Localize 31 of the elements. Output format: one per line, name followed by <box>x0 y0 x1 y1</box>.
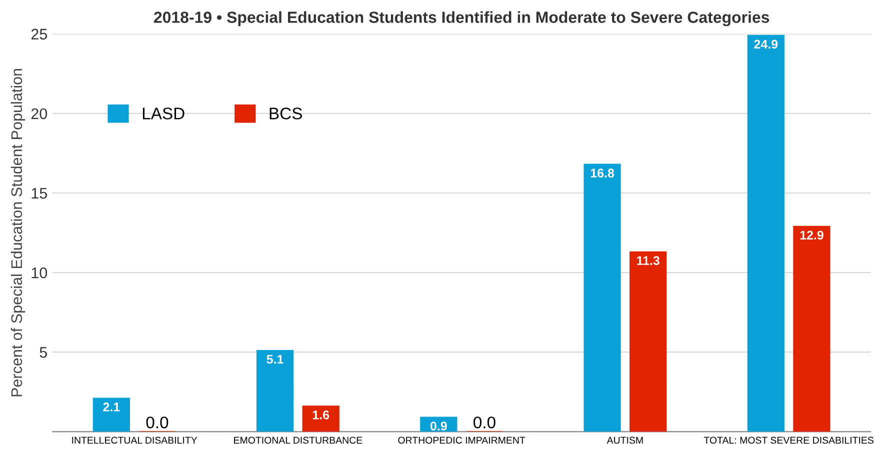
x-tick-label: ORTHOPEDIC IMPAIRMENT <box>398 436 526 444</box>
bar <box>630 251 667 432</box>
data-label: 0.0 <box>146 416 168 428</box>
bar <box>256 350 294 432</box>
bar <box>793 226 830 432</box>
data-label: 2.1 <box>103 402 120 412</box>
legend-label: BCS <box>270 108 302 120</box>
data-label: 24.9 <box>754 40 778 49</box>
y-tick-label: 25 <box>31 28 47 40</box>
bar <box>584 164 621 432</box>
data-label: 11.3 <box>637 256 660 266</box>
y-tick-label: 15 <box>32 188 47 199</box>
bar <box>92 398 130 432</box>
x-tick-label: EMOTIONAL DISTURBANCE <box>234 436 362 444</box>
x-tick-label: AUTISM <box>606 436 643 444</box>
legend-label: LASD <box>142 108 184 120</box>
bar <box>747 34 784 432</box>
bar <box>302 406 340 432</box>
y-tick-label: 5 <box>40 347 47 358</box>
y-axis-title: Percent of Special Education Student Population <box>10 68 26 396</box>
chart-title: 2018-19 • Special Education Students Identified in Moderate to Severe Categories <box>154 11 770 26</box>
y-tick-label: 10 <box>32 267 48 278</box>
data-label: 16.8 <box>590 168 614 178</box>
data-label: 5.1 <box>266 354 284 364</box>
y-tick-label: 20 <box>31 108 48 120</box>
data-label: 12.9 <box>800 230 824 240</box>
data-label: 1.6 <box>312 410 330 420</box>
data-label: 0.0 <box>474 416 496 428</box>
data-label: 0.9 <box>430 422 447 430</box>
x-tick-label: INTELLECTUAL DISABILITY <box>72 436 198 444</box>
x-tick-label: TOTAL: MOST SEVERE DISABILITIES <box>704 436 874 444</box>
